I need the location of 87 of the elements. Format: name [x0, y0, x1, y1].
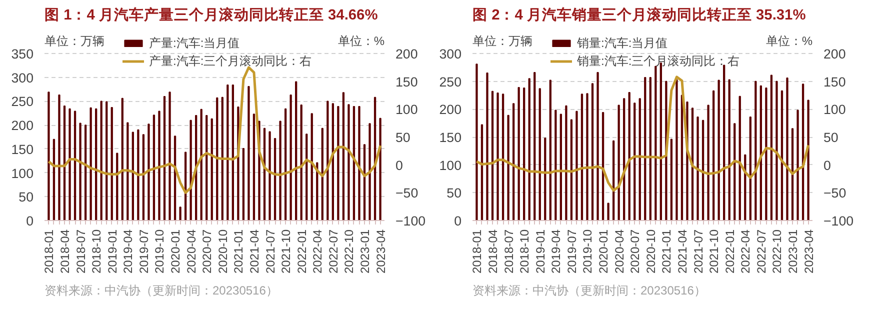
- x-tick-label: 2019-04: [121, 229, 136, 274]
- x-tick-label: 2018-01: [42, 229, 56, 274]
- x-tick-label: 2020-04: [184, 229, 198, 274]
- x-tick-label: 2021-01: [232, 229, 246, 274]
- y-tick-label: 150: [439, 130, 462, 146]
- y-axis-title: 单位：万辆: [44, 34, 104, 48]
- x-tick-label: 2018-01: [470, 229, 484, 274]
- y-tick-label: 50: [18, 190, 34, 205]
- y2-tick-label: 100: [396, 102, 418, 118]
- x-tick-label: 2022-04: [738, 229, 753, 274]
- x-tick-label: 2021-07: [263, 229, 278, 274]
- x-tick-label: 2022-01: [722, 229, 737, 274]
- x-tick-label: 2020-07: [200, 229, 214, 274]
- x-tick-label: 2021-10: [279, 229, 294, 274]
- x-tick-label: 2021-01: [660, 229, 674, 274]
- y2-tick-label: 0: [824, 158, 831, 173]
- x-tick-label: 2022-07: [754, 229, 768, 274]
- y-tick-label: 200: [439, 102, 462, 118]
- text: 资料来源：中汽协（更新时间：20230516）: [472, 284, 706, 298]
- y-tick-label: 300: [11, 70, 34, 86]
- x-tick-label: 2023-01: [786, 229, 800, 274]
- y-tick-label: 250: [439, 74, 462, 90]
- x-tick-label: 2021-07: [691, 229, 706, 274]
- y2-tick-label: 0: [396, 158, 403, 173]
- x-tick-label: 2023-01: [358, 229, 372, 274]
- x-tick-label: 2019-10: [152, 229, 167, 274]
- x-tick-label: 2022-07: [326, 229, 340, 274]
- y2-tick-label: −50: [824, 186, 846, 201]
- line-series: [475, 76, 810, 192]
- y2-tick-label: −50: [396, 186, 418, 201]
- x-tick-label: 2023-04: [802, 229, 816, 274]
- x-tick-label: 2019-04: [549, 229, 564, 274]
- y2-tick-label: 150: [396, 74, 418, 90]
- x-tick-label: 2021-04: [675, 229, 690, 274]
- y2-tick-label: 200: [396, 46, 418, 62]
- y-tick-label: 200: [11, 118, 34, 134]
- x-tick-label: 2018-10: [518, 229, 532, 274]
- legend-label: 销量:汽车:当月值: [577, 34, 668, 52]
- x-tick-label: 2019-01: [105, 229, 120, 274]
- y2-tick-label: 50: [396, 130, 410, 146]
- x-tick-label: 2023-04: [374, 229, 388, 274]
- y2-tick-label: 100: [824, 102, 846, 118]
- y2-axis-title: 单位：%: [766, 34, 813, 48]
- x-tick-label: 2018-07: [74, 229, 88, 274]
- y-tick-label: 350: [11, 46, 34, 62]
- x-tick-label: 2021-10: [707, 229, 722, 274]
- x-tick-label: 2018-04: [58, 229, 72, 274]
- x-tick-label: 2019-07: [136, 229, 151, 274]
- y-tick-label: 0: [26, 214, 34, 228]
- x-tick-label: 2021-04: [247, 229, 262, 274]
- y-tick-label: 150: [11, 142, 34, 157]
- x-tick-label: 2020-10: [644, 229, 658, 274]
- y2-tick-label: 50: [824, 130, 838, 146]
- y-tick-label: 250: [11, 94, 34, 110]
- y2-tick-label: −100: [396, 214, 426, 228]
- line-series: [47, 66, 382, 194]
- y-axis-title: 单位：万辆: [472, 34, 532, 48]
- x-tick-label: 2022-10: [342, 229, 356, 274]
- legend-label: 销量:汽车:三个月滚动同比：右: [577, 52, 740, 70]
- legend-label: 产量:汽车:当月值: [149, 34, 240, 52]
- x-tick-label: 2020-07: [628, 229, 642, 274]
- x-tick-label: 2019-07: [564, 229, 579, 274]
- x-tick-label: 2022-01: [294, 229, 309, 274]
- y2-axis-title: 单位：%: [338, 34, 385, 48]
- x-tick-label: 2018-04: [486, 229, 500, 274]
- y2-tick-label: −100: [824, 214, 854, 228]
- legend-label: 产量:汽车:三个月滚动同比：右: [149, 52, 312, 70]
- x-tick-label: 2020-01: [168, 229, 183, 274]
- y-tick-label: 50: [446, 186, 462, 201]
- x-tick-label: 2019-10: [580, 229, 595, 274]
- y2-tick-label: 150: [824, 74, 846, 90]
- chart-title: 图 2：4 月汽车销量三个月滚动同比转正至 35.31%: [472, 6, 806, 24]
- x-tick-label: 2020-01: [596, 229, 611, 274]
- x-tick-label: 2018-07: [502, 229, 516, 274]
- x-tick-label: 2022-04: [310, 229, 325, 274]
- x-tick-label: 2018-10: [90, 229, 104, 274]
- y-tick-label: 300: [439, 46, 462, 62]
- y2-tick-label: 200: [824, 46, 846, 62]
- x-tick-label: 2022-10: [770, 229, 784, 274]
- x-tick-label: 2020-04: [612, 229, 626, 274]
- y-tick-label: 0: [454, 214, 462, 228]
- chart-title: 图 1：4 月汽车产量三个月滚动同比转正至 34.66%: [44, 6, 378, 24]
- y-tick-label: 100: [11, 166, 34, 181]
- x-tick-label: 2020-10: [216, 229, 230, 274]
- text: 资料来源：中汽协（更新时间：20230516）: [44, 284, 278, 298]
- y-tick-label: 100: [439, 158, 462, 173]
- x-tick-label: 2019-01: [533, 229, 548, 274]
